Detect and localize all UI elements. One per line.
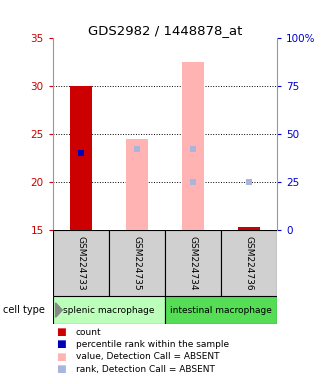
Text: value, Detection Call = ABSENT: value, Detection Call = ABSENT bbox=[76, 352, 219, 361]
Bar bbox=[165, 296, 277, 324]
Text: GSM224735: GSM224735 bbox=[132, 236, 142, 290]
Bar bbox=[126, 139, 148, 230]
Bar bbox=[70, 86, 92, 230]
FancyArrow shape bbox=[55, 303, 62, 317]
Bar bbox=[53, 230, 109, 296]
Text: GSM224734: GSM224734 bbox=[188, 236, 198, 290]
Text: ■: ■ bbox=[56, 364, 66, 374]
Text: ■: ■ bbox=[56, 327, 66, 337]
Bar bbox=[165, 230, 221, 296]
Text: cell type: cell type bbox=[3, 305, 45, 315]
Text: count: count bbox=[76, 328, 102, 337]
Text: GSM224733: GSM224733 bbox=[76, 236, 85, 290]
Text: ■: ■ bbox=[56, 352, 66, 362]
Bar bbox=[182, 62, 204, 230]
Bar bbox=[221, 230, 277, 296]
Bar bbox=[109, 230, 165, 296]
Text: splenic macrophage: splenic macrophage bbox=[63, 306, 155, 314]
Title: GDS2982 / 1448878_at: GDS2982 / 1448878_at bbox=[88, 24, 242, 37]
Text: rank, Detection Call = ABSENT: rank, Detection Call = ABSENT bbox=[76, 364, 215, 374]
Text: percentile rank within the sample: percentile rank within the sample bbox=[76, 340, 229, 349]
Text: GSM224736: GSM224736 bbox=[245, 236, 254, 290]
Bar bbox=[53, 296, 165, 324]
Text: ■: ■ bbox=[56, 339, 66, 349]
Text: intestinal macrophage: intestinal macrophage bbox=[170, 306, 272, 314]
Bar bbox=[238, 227, 260, 230]
